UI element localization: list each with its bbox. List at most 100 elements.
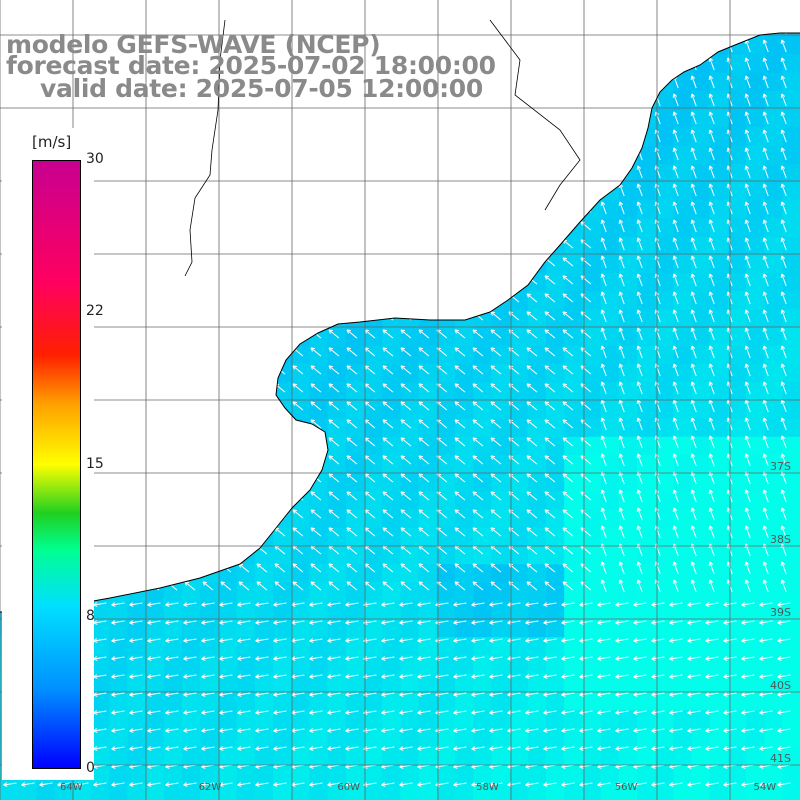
speed-cell xyxy=(254,709,274,729)
speed-cell xyxy=(618,364,638,383)
speed-cell xyxy=(673,509,693,529)
speed-cell xyxy=(564,673,583,693)
speed-cell xyxy=(400,564,420,583)
speed-cell xyxy=(618,564,638,583)
speed-cell xyxy=(673,291,693,310)
speed-cell xyxy=(473,746,492,765)
speed-cell xyxy=(291,764,310,784)
speed-cell xyxy=(436,709,456,729)
speed-cell xyxy=(600,491,620,511)
speed-cell xyxy=(145,600,165,620)
speed-cell xyxy=(782,600,800,620)
speed-cell xyxy=(91,728,110,747)
speed-cell xyxy=(600,655,620,674)
speed-cell xyxy=(436,782,456,800)
lon-label: 60W xyxy=(337,782,360,793)
speed-cell xyxy=(746,291,765,310)
speed-cell xyxy=(236,564,256,583)
speed-cell xyxy=(637,327,656,347)
speed-cell xyxy=(637,254,656,274)
speed-cell xyxy=(291,546,310,565)
speed-cell xyxy=(582,527,602,547)
speed-cell xyxy=(546,709,565,729)
speed-cell xyxy=(436,637,456,656)
speed-cell xyxy=(782,764,800,784)
speed-cell xyxy=(673,273,693,292)
speed-cell xyxy=(655,400,674,420)
speed-cell xyxy=(364,582,383,602)
speed-cell xyxy=(782,54,800,74)
speed-cell xyxy=(655,364,674,383)
speed-cell xyxy=(673,345,693,365)
speed-cell xyxy=(345,728,365,747)
speed-cell xyxy=(782,127,800,147)
speed-cell xyxy=(600,364,620,383)
speed-cell xyxy=(728,163,747,183)
speed-cell xyxy=(273,728,292,747)
speed-cell xyxy=(236,746,256,765)
speed-cell xyxy=(473,655,492,674)
speed-cell xyxy=(782,109,800,128)
speed-cell xyxy=(746,418,765,438)
speed-cell xyxy=(600,291,620,310)
speed-cell xyxy=(582,345,602,365)
speed-cell xyxy=(273,618,292,638)
speed-cell xyxy=(764,291,784,310)
speed-cell xyxy=(637,473,656,492)
speed-cell xyxy=(600,691,620,711)
speed-cell xyxy=(728,418,747,438)
speed-cell xyxy=(418,691,438,711)
speed-cell xyxy=(746,436,765,456)
speed-cell xyxy=(618,709,638,729)
speed-cell xyxy=(546,491,565,511)
speed-cell xyxy=(491,618,511,638)
speed-cell xyxy=(764,709,784,729)
speed-cell xyxy=(527,418,547,438)
speed-cell xyxy=(546,600,565,620)
speed-cell xyxy=(709,254,729,274)
speed-cell xyxy=(364,637,383,656)
lon-label: 58W xyxy=(476,782,499,793)
speed-cell xyxy=(600,273,620,292)
speed-cell xyxy=(327,527,347,547)
speed-cell xyxy=(582,618,602,638)
speed-cell xyxy=(728,182,747,201)
speed-cell xyxy=(345,673,365,693)
speed-cell xyxy=(655,236,674,256)
speed-cell xyxy=(327,673,347,693)
speed-cell xyxy=(709,546,729,565)
speed-cell xyxy=(546,746,565,765)
speed-cell xyxy=(564,364,583,383)
speed-cell xyxy=(728,637,747,656)
speed-cell xyxy=(418,673,438,693)
speed-cell xyxy=(345,600,365,620)
speed-cell xyxy=(382,509,401,529)
lon-label: 54W xyxy=(754,782,777,793)
speed-cell xyxy=(709,436,729,456)
speed-cell xyxy=(600,673,620,693)
speed-cell xyxy=(655,200,674,219)
speed-cell xyxy=(582,400,602,420)
speed-cell xyxy=(764,309,784,329)
speed-cell xyxy=(746,182,765,201)
speed-cell xyxy=(728,145,747,165)
speed-cell xyxy=(327,600,347,620)
speed-cell xyxy=(618,509,638,529)
colorbar-tick-8: 8 xyxy=(86,608,95,624)
speed-cell xyxy=(600,436,620,456)
speed-cell xyxy=(382,582,401,602)
lat-label: 41S xyxy=(770,752,791,765)
speed-cell xyxy=(345,491,365,511)
speed-cell xyxy=(418,600,438,620)
speed-cell xyxy=(509,673,529,693)
speed-cell xyxy=(691,273,711,292)
speed-cell xyxy=(254,728,274,747)
speed-cell xyxy=(673,400,693,420)
speed-cell xyxy=(455,546,474,565)
speed-cell xyxy=(782,782,800,800)
speed-cell xyxy=(746,345,765,365)
speed-cell xyxy=(436,546,456,565)
speed-cell xyxy=(527,728,547,747)
speed-cell xyxy=(418,527,438,547)
speed-cell xyxy=(455,691,474,711)
